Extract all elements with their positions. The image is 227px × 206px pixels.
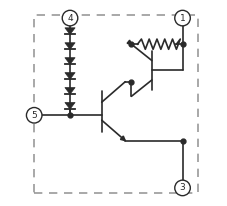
Text: 3: 3 <box>179 183 185 192</box>
Polygon shape <box>65 28 75 34</box>
Polygon shape <box>65 73 75 79</box>
Circle shape <box>26 108 42 123</box>
Polygon shape <box>65 103 75 109</box>
Polygon shape <box>65 58 75 64</box>
Text: 4: 4 <box>67 14 72 23</box>
Circle shape <box>62 10 77 26</box>
Circle shape <box>174 10 190 26</box>
Polygon shape <box>65 43 75 49</box>
Text: 1: 1 <box>179 14 185 23</box>
Text: 5: 5 <box>31 111 37 120</box>
Circle shape <box>174 180 190 196</box>
Polygon shape <box>126 40 131 44</box>
Polygon shape <box>120 136 125 141</box>
Polygon shape <box>65 88 75 94</box>
